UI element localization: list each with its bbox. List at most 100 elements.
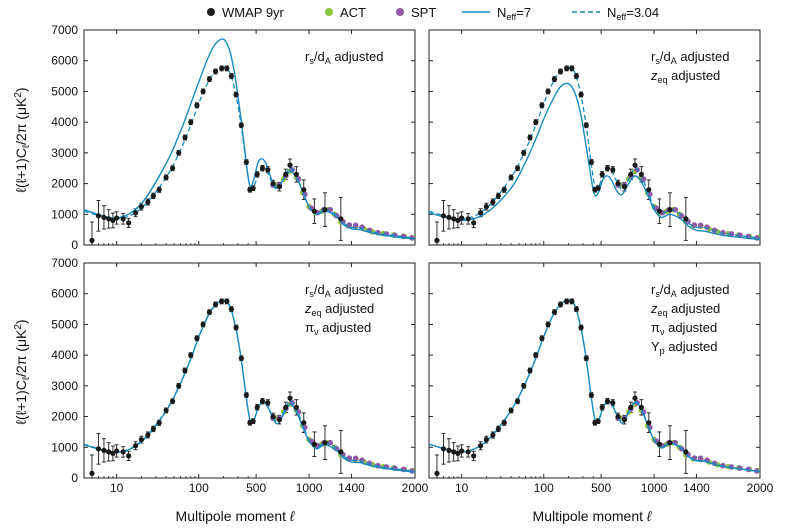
legend-act-label: ACT bbox=[340, 5, 366, 20]
wmap-point bbox=[176, 150, 182, 156]
wmap-point bbox=[599, 171, 605, 177]
wmap-point bbox=[182, 367, 188, 374]
wmap-point bbox=[483, 204, 489, 210]
wmap-point bbox=[683, 449, 689, 455]
wmap-point bbox=[120, 449, 126, 455]
wmap-point bbox=[632, 162, 638, 168]
legend-neff7-label: Neff=7 bbox=[497, 5, 531, 22]
wmap-point bbox=[200, 321, 206, 328]
wmap-point bbox=[595, 418, 601, 424]
legend-spt-label: SPT bbox=[411, 5, 436, 20]
wmap-point bbox=[233, 324, 239, 331]
y-tick-label: 0 bbox=[71, 238, 78, 252]
y-tick-label: 3000 bbox=[51, 379, 78, 393]
wmap-point bbox=[628, 404, 634, 410]
y-tick-label: 1000 bbox=[51, 207, 78, 221]
wmap-point bbox=[521, 383, 527, 389]
wmap-point bbox=[501, 420, 507, 426]
spt-point bbox=[352, 222, 359, 229]
wmap-point bbox=[539, 102, 545, 108]
legend-wmap-marker bbox=[207, 8, 215, 16]
panel-annotation: πν adjusted bbox=[305, 320, 371, 337]
wmap-point bbox=[656, 441, 662, 447]
wmap-point bbox=[632, 395, 638, 401]
wmap-point bbox=[243, 159, 249, 165]
wmap-point bbox=[446, 447, 452, 453]
panel-annotation: rs/dA adjusted bbox=[305, 282, 383, 299]
wmap-point bbox=[564, 65, 570, 71]
wmap-point bbox=[138, 204, 144, 210]
wmap-point bbox=[243, 392, 249, 398]
plot-frame bbox=[428, 262, 761, 479]
wmap-point bbox=[621, 184, 628, 190]
wmap-point bbox=[169, 165, 176, 171]
wmap-point bbox=[150, 426, 156, 432]
plot-frame bbox=[83, 262, 416, 479]
wmap-point bbox=[259, 398, 266, 404]
wmap-point bbox=[434, 237, 440, 243]
legend-wmap-label: WMAP 9yr bbox=[222, 5, 285, 20]
wmap-point bbox=[156, 420, 162, 426]
wmap-point bbox=[440, 446, 447, 452]
wmap-point bbox=[628, 171, 634, 177]
wmap-point bbox=[219, 65, 225, 71]
legend: WMAP 9yr ACT SPT Neff=7 Neff=3.04 bbox=[207, 5, 659, 22]
wmap-point bbox=[495, 426, 501, 432]
x-tick-label: 100 bbox=[534, 481, 554, 495]
wmap-point bbox=[604, 398, 611, 404]
wmap-point bbox=[667, 440, 673, 446]
ylabel-top: ℓ(ℓ+1)Cℓ/2π (μK2) bbox=[13, 87, 32, 192]
x-tick-label: 1400 bbox=[683, 481, 710, 495]
wmap-point bbox=[283, 171, 289, 177]
wmap-point bbox=[194, 335, 200, 341]
y-tick-label: 2000 bbox=[51, 410, 78, 424]
wmap-point bbox=[89, 237, 95, 243]
wmap-point bbox=[477, 210, 484, 216]
spt-point bbox=[697, 222, 704, 229]
wmap-point bbox=[293, 171, 299, 177]
wmap-point bbox=[551, 309, 558, 315]
wmap-point bbox=[145, 432, 151, 438]
x-tick-label: 10 bbox=[455, 481, 469, 495]
wmap-point bbox=[145, 199, 151, 205]
panel-annotation: rs/dA adjusted bbox=[651, 49, 729, 66]
wmap-point bbox=[446, 214, 452, 220]
y-tick-label: 1000 bbox=[51, 440, 78, 454]
wmap-point bbox=[451, 449, 457, 455]
wmap-point bbox=[206, 309, 213, 315]
wmap-point bbox=[254, 404, 260, 410]
wmap-point bbox=[533, 352, 539, 358]
wmap-point bbox=[238, 122, 244, 128]
wmap-point bbox=[599, 404, 605, 410]
wmap-point bbox=[224, 298, 230, 304]
x-tick-label: 1000 bbox=[296, 481, 323, 495]
wmap-point bbox=[265, 400, 271, 406]
wmap-point bbox=[219, 298, 225, 304]
panel-annotation: rs/dA adjusted bbox=[651, 282, 729, 299]
plot-area bbox=[429, 65, 760, 245]
wmap-point bbox=[114, 448, 120, 454]
wmap-point bbox=[293, 404, 299, 410]
wmap-point bbox=[270, 413, 276, 420]
wmap-point bbox=[527, 367, 533, 374]
x-tick-label: 2000 bbox=[402, 481, 429, 495]
wmap-point bbox=[573, 306, 580, 312]
panel-annotation: zeq adjusted bbox=[304, 301, 374, 318]
wmap-point bbox=[163, 174, 169, 181]
panel-1: 0 1000 2000 3000 4000 5000 6000 7000 rs/dA adjus… bbox=[51, 23, 416, 252]
wmap-point bbox=[595, 185, 601, 191]
y-tick-label: 0 bbox=[71, 471, 78, 485]
wmap-point bbox=[212, 301, 219, 308]
plot-area bbox=[84, 38, 415, 245]
wmap-point bbox=[89, 470, 95, 476]
wmap-point bbox=[615, 180, 621, 187]
wmap-point bbox=[495, 193, 501, 199]
x-tick-label: 100 bbox=[189, 481, 209, 495]
wmap-point bbox=[250, 185, 256, 191]
xlabel-left: Multipole moment ℓ bbox=[176, 508, 295, 524]
legend-act-marker bbox=[325, 8, 333, 16]
wmap-point bbox=[120, 216, 126, 222]
plot-frame bbox=[83, 29, 416, 246]
wmap-point bbox=[101, 214, 107, 220]
spt-point bbox=[352, 455, 359, 462]
